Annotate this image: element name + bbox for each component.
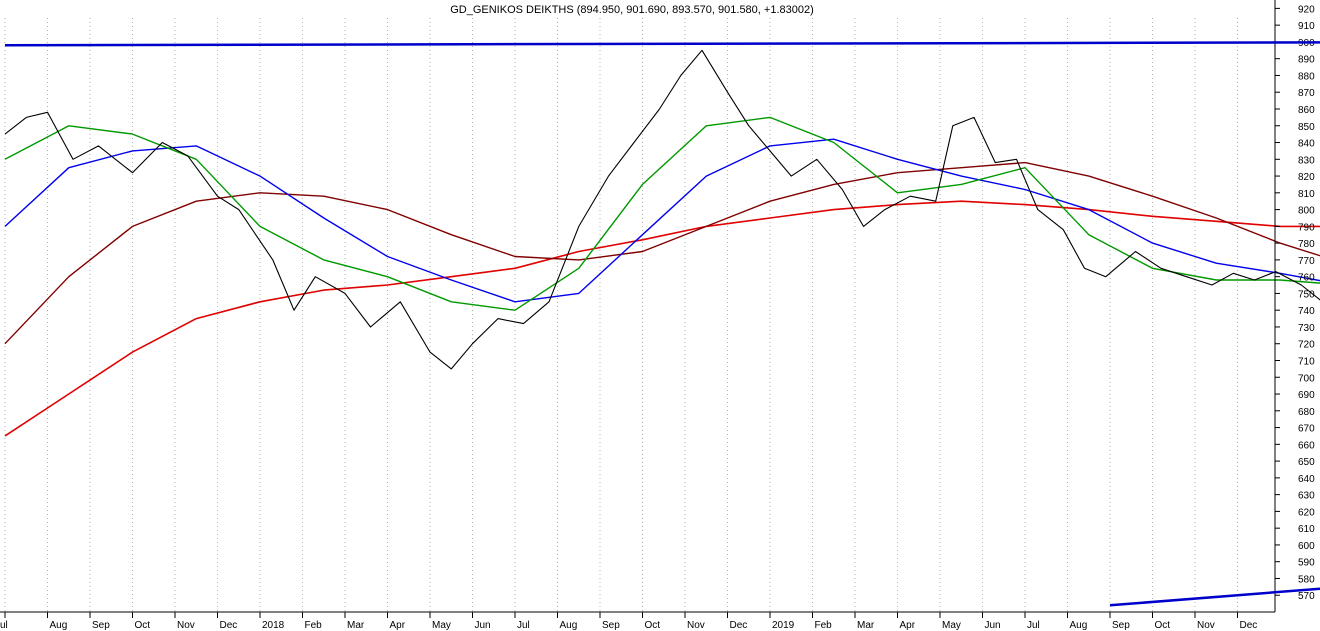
x-tick-label: Sep <box>602 620 620 631</box>
y-tick-label: 830 <box>1298 155 1315 166</box>
x-tick-label: 2018 <box>262 620 285 631</box>
y-tick-label: 840 <box>1298 139 1315 150</box>
y-tick-label: 600 <box>1298 541 1315 552</box>
grid-lines <box>4 18 1238 612</box>
y-tick-label: 800 <box>1298 206 1315 217</box>
y-tick-label: 740 <box>1298 306 1315 317</box>
x-tick-label: Oct <box>1155 620 1171 631</box>
x-tick-label: Jun <box>475 620 491 631</box>
blue-moving-average <box>4 138 1320 303</box>
darkred-moving-average <box>4 161 1320 345</box>
x-tick-label: Dec <box>220 620 238 631</box>
x-tick-label: Nov <box>687 620 705 631</box>
x-tick-label: Nov <box>177 620 195 631</box>
x-tick-label: Jul <box>517 620 530 631</box>
x-tick-label: Aug <box>560 620 578 631</box>
x-tick-label: Dec <box>730 620 748 631</box>
x-tick-label: Nov <box>1197 620 1215 631</box>
green-moving-average <box>4 116 1320 311</box>
y-tick-label: 590 <box>1298 558 1315 569</box>
x-tick-label: Aug <box>1070 620 1088 631</box>
x-tick-label: Sep <box>1112 620 1130 631</box>
y-tick-label: 780 <box>1298 239 1315 250</box>
x-tick-label: Feb <box>305 620 323 631</box>
x-tick-label: Feb <box>815 620 833 631</box>
trendline <box>4 41 1320 47</box>
price-line <box>4 49 1320 370</box>
x-tick-label: Apr <box>390 620 406 631</box>
y-tick-label: 690 <box>1298 390 1315 401</box>
y-tick-label: 860 <box>1298 105 1315 116</box>
x-tick-label: ul <box>0 620 8 631</box>
y-tick-label: 680 <box>1298 407 1315 418</box>
y-tick-label: 720 <box>1298 340 1315 351</box>
y-tick-label: 710 <box>1298 356 1315 367</box>
y-tick-label: 770 <box>1298 256 1315 267</box>
x-tick-label: Oct <box>135 620 151 631</box>
x-tick-label: Jul <box>1027 620 1040 631</box>
y-tick-label: 630 <box>1298 491 1315 502</box>
x-tick-label: Dec <box>1240 620 1258 631</box>
y-tick-label: 650 <box>1298 457 1315 468</box>
red-moving-average <box>4 200 1320 437</box>
annotations-layer: 900882 <box>4 41 1320 607</box>
y-tick-label: 920 <box>1298 4 1315 15</box>
y-tick-label: 910 <box>1298 21 1315 32</box>
y-tick-label: 660 <box>1298 440 1315 451</box>
x-tick-label: Mar <box>857 620 875 631</box>
y-tick-label: 850 <box>1298 122 1315 133</box>
trendline <box>1109 587 1320 607</box>
y-tick-label: 810 <box>1298 189 1315 200</box>
x-tick-label: Oct <box>645 620 661 631</box>
y-tick-label: 580 <box>1298 574 1315 585</box>
y-axis: 570 580 590 600 610 620 630 640 650 660 670 680 690 7… <box>1274 0 1315 612</box>
y-tick-label: 820 <box>1298 172 1315 183</box>
y-tick-label: 700 <box>1298 373 1315 384</box>
y-tick-label: 570 <box>1298 591 1315 602</box>
y-tick-label: 870 <box>1298 88 1315 99</box>
y-tick-label: 790 <box>1298 222 1315 233</box>
x-tick-label: Sep <box>92 620 110 631</box>
x-tick-label: Jun <box>985 620 1001 631</box>
y-tick-label: 750 <box>1298 289 1315 300</box>
x-tick-label: May <box>432 620 451 631</box>
y-tick-label: 760 <box>1298 273 1315 284</box>
chart-title: GD_GENIKOS DEIKTHS (894.950, 901.690, 89… <box>450 4 814 16</box>
y-tick-label: 890 <box>1298 55 1315 66</box>
y-tick-label: 640 <box>1298 474 1315 485</box>
y-tick-label: 880 <box>1298 71 1315 82</box>
y-tick-label: 670 <box>1298 424 1315 435</box>
x-axis: ul Aug Sep Oct Nov Dec 2018 Feb Mar Apr May Jun Jul A… <box>0 611 1275 631</box>
x-tick-label: May <box>942 620 961 631</box>
x-tick-label: 2019 <box>772 620 795 631</box>
series-layer <box>4 49 1320 437</box>
x-tick-label: Mar <box>347 620 365 631</box>
y-tick-label: 730 <box>1298 323 1315 334</box>
y-tick-label: 610 <box>1298 524 1315 535</box>
y-tick-label: 620 <box>1298 507 1315 518</box>
x-tick-label: Aug <box>50 620 68 631</box>
x-tick-label: Apr <box>900 620 916 631</box>
